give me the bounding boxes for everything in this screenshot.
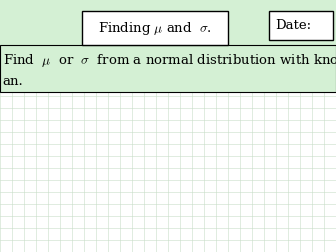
Text: Finding $\mu$ and  $\sigma$.: Finding $\mu$ and $\sigma$. — [98, 20, 212, 37]
Bar — [0, 45, 336, 92]
Text: Date:: Date: — [275, 19, 311, 32]
Bar — [0, 0, 336, 45]
Bar — [82, 11, 228, 45]
Text: an.: an. — [3, 75, 24, 88]
Text: Find  $\mu$  or  $\sigma$  from a normal distribution with know: Find $\mu$ or $\sigma$ from a normal dis… — [3, 52, 336, 69]
Bar — [269, 11, 333, 40]
